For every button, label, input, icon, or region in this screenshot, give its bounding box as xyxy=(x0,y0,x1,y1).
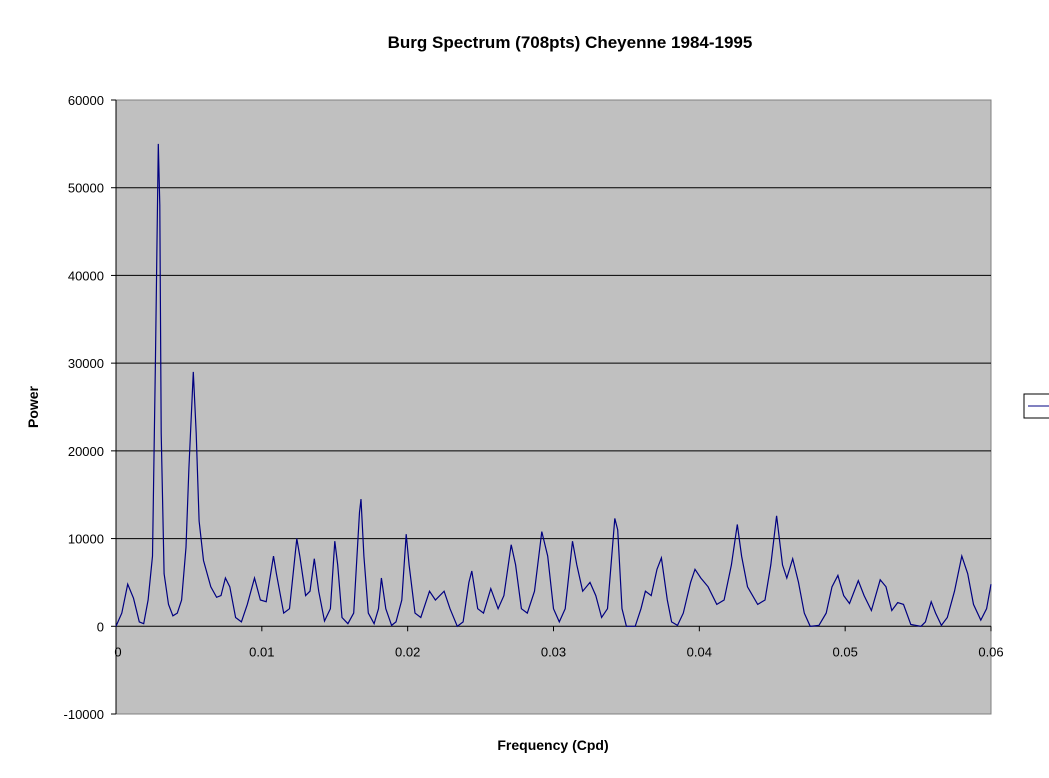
x-tick-label: 0.02 xyxy=(395,644,420,659)
y-tick-label: 0 xyxy=(97,619,104,634)
y-tick-label: 30000 xyxy=(68,356,104,371)
series-line xyxy=(115,143,992,628)
x-axis-ticks: 0 0.01 0.02 0.03 0.04 0.05 0.06 xyxy=(114,626,1004,659)
y-tick-label: 40000 xyxy=(68,268,104,283)
chart-title: Burg Spectrum (708pts) Cheyenne 1984-199… xyxy=(388,33,753,52)
y-axis-ticks: 60000 50000 40000 30000 20000 10000 0 -10000 xyxy=(64,93,116,722)
x-axis-label: Frequency (Cpd) xyxy=(497,737,608,753)
y-axis-label: Power xyxy=(25,385,41,428)
y-tick-label: 60000 xyxy=(68,93,104,108)
x-tick-label: 0 xyxy=(114,644,121,659)
plot-area xyxy=(115,99,992,715)
x-tick-label: 0.05 xyxy=(833,644,858,659)
legend-box xyxy=(1023,393,1049,419)
x-tick-label: 0.03 xyxy=(541,644,566,659)
y-tick-label: 10000 xyxy=(68,532,104,547)
x-tick-label: 0.01 xyxy=(249,644,274,659)
x-tick-label: 0.04 xyxy=(687,644,712,659)
x-tick-label: 0.06 xyxy=(978,644,1003,659)
y-tick-label: 20000 xyxy=(68,444,104,459)
gridlines xyxy=(116,187,991,540)
y-tick-label: -10000 xyxy=(64,707,104,722)
y-tick-label: 50000 xyxy=(68,181,104,196)
